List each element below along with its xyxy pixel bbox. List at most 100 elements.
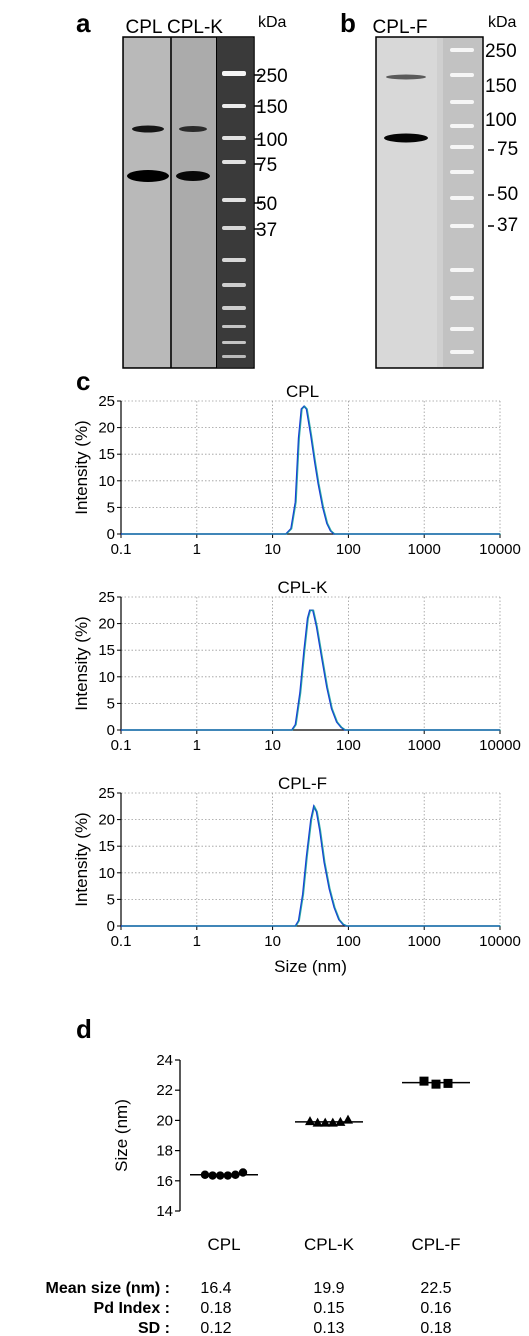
dls-grid-1: [121, 596, 501, 730]
data-point: [419, 1076, 429, 1086]
gel-a-lane-cplk: CPL-K: [167, 17, 223, 38]
dls-chart-1: 0 5 10 15 20 25 0.1 1 10 100 1000 10000 CPL-K Intensi…: [72, 578, 521, 754]
y-tick-label: 15: [98, 838, 115, 855]
y-tick-label: 24: [156, 1052, 173, 1069]
panel-label-d: d: [76, 1014, 92, 1044]
y-tick-label: 25: [98, 785, 115, 802]
x-tick-label: 0.1: [111, 541, 132, 558]
x-tick-label: 1000: [408, 737, 441, 754]
gel-a-image: [122, 36, 255, 369]
dls-grid-2: [121, 792, 501, 926]
y-tick-label: 0: [107, 722, 115, 739]
x-tick-label: 0.1: [111, 933, 132, 950]
y-axis-label: Intensity (%): [72, 616, 91, 710]
y-axis-label: Intensity (%): [72, 812, 91, 906]
dls-chart-title: CPL: [286, 382, 319, 401]
gel-b-marker-100: 100: [485, 110, 517, 131]
dls-chart-0: 0 5 10 15 20 25 0.1 1 10 100 1000 10000 CPL Intensity…: [72, 382, 521, 558]
dls-chart-title: CPL-F: [278, 774, 327, 793]
stats-cplk-mean: 19.9: [313, 1280, 344, 1297]
dls-series-line-b: [121, 405, 501, 535]
gel-b-lane-cplf: CPL-F: [373, 17, 428, 38]
data-point: [443, 1078, 453, 1088]
gel-a-marker-250: 250: [256, 66, 288, 87]
gel-b-kda-label: kDa: [488, 14, 517, 31]
gel-a-markers: 250 150 100 75 50 37: [256, 66, 288, 241]
y-tick-label: 5: [107, 891, 115, 908]
gel-a-marker-37: 37: [256, 220, 277, 241]
dls-series-line-b: [121, 609, 501, 731]
y-tick-label: 5: [107, 499, 115, 516]
x-tick-label: 10000: [479, 933, 521, 950]
y-tick-label: 16: [156, 1173, 173, 1190]
y-tick-label: 18: [156, 1143, 173, 1160]
gel-b-marker-dashes: [488, 149, 494, 227]
x-tick-label: 0.1: [111, 737, 132, 754]
panel-label-b: b: [340, 8, 356, 38]
y-tick-label: 10: [98, 473, 115, 490]
y-tick-label: 25: [98, 393, 115, 410]
panel-label-c: c: [76, 366, 90, 396]
gel-b-marker-75: 75: [497, 139, 518, 160]
y-tick-label: 20: [156, 1112, 173, 1129]
y-tick-label: 22: [156, 1082, 173, 1099]
x-tick-label: 100: [336, 737, 361, 754]
y-tick-label: 15: [98, 446, 115, 463]
x-axis-label: Size (nm): [274, 957, 347, 976]
data-point: [431, 1079, 441, 1089]
y-tick-label: 0: [107, 918, 115, 935]
x-tick-label: 1000: [408, 933, 441, 950]
x-category-label: CPL-K: [304, 1235, 355, 1254]
panel-label-a: a: [76, 8, 91, 38]
dls-series-line-a: [121, 803, 500, 927]
y-tick-label: 20: [98, 812, 115, 829]
stats-table: Mean size (nm) : Pd Index : SD : 16.4 19…: [46, 1280, 452, 1336]
gel-a-marker-dashes: [254, 74, 262, 230]
gel-a-lane-cpl: CPL: [126, 17, 163, 38]
dls-series-line-a: [121, 405, 500, 535]
y-tick-label: 15: [98, 642, 115, 659]
data-point: [305, 1116, 315, 1126]
y-tick-label: 20: [98, 616, 115, 633]
y-tick-label: 20: [98, 420, 115, 437]
x-tick-label: 10000: [479, 541, 521, 558]
gel-b-marker-150: 150: [485, 76, 517, 97]
stats-cpl-mean: 16.4: [200, 1280, 231, 1297]
data-point: [208, 1171, 217, 1180]
dls-series-line-a: [121, 609, 500, 731]
x-tick-label: 100: [336, 933, 361, 950]
y-axis-label: Intensity (%): [72, 420, 91, 514]
stats-cplf-mean: 22.5: [420, 1280, 451, 1297]
gel-b-markers: 250 150 100 75 50 37: [485, 41, 518, 236]
y-tick-label: 10: [98, 865, 115, 882]
y-tick-label: 10: [98, 669, 115, 686]
y-tick-label: 5: [107, 695, 115, 712]
x-tick-label: 10: [264, 541, 281, 558]
y-tick-label: 0: [107, 526, 115, 543]
data-point: [223, 1171, 232, 1180]
y-tick-label: 14: [156, 1203, 173, 1220]
y-tick-label: 25: [98, 589, 115, 606]
gel-b-marker-37: 37: [497, 215, 518, 236]
gel-a-marker-75: 75: [256, 155, 277, 176]
dls-chart-2: 0 5 10 15 20 25 0.1 1 10 100 1000 10000 CPL-F Intensi…: [72, 774, 521, 976]
x-tick-label: 10: [264, 933, 281, 950]
stats-label-pd: Pd Index :: [94, 1300, 170, 1317]
x-tick-label: 1: [193, 737, 201, 754]
dls-grid-0: [121, 400, 501, 534]
x-tick-label: 10000: [479, 737, 521, 754]
stats-cpl-sd: 0.12: [200, 1320, 231, 1336]
gel-b-marker-250: 250: [485, 41, 517, 62]
dls-series-line-b: [121, 804, 501, 927]
x-tick-label: 1000: [408, 541, 441, 558]
size-scatter-chart: 14 16 18 20 22 24 Size (nm) CPL CPL-K CPL-F: [112, 1052, 470, 1254]
gel-a-marker-50: 50: [256, 194, 277, 215]
x-tick-label: 1: [193, 933, 201, 950]
stats-cplk-sd: 0.13: [313, 1320, 344, 1336]
stats-cplk-pd: 0.15: [313, 1300, 344, 1317]
y-axis-label: Size (nm): [112, 1099, 131, 1172]
stats-label-sd: SD :: [138, 1320, 170, 1336]
gel-a-kda-label: kDa: [258, 14, 287, 31]
